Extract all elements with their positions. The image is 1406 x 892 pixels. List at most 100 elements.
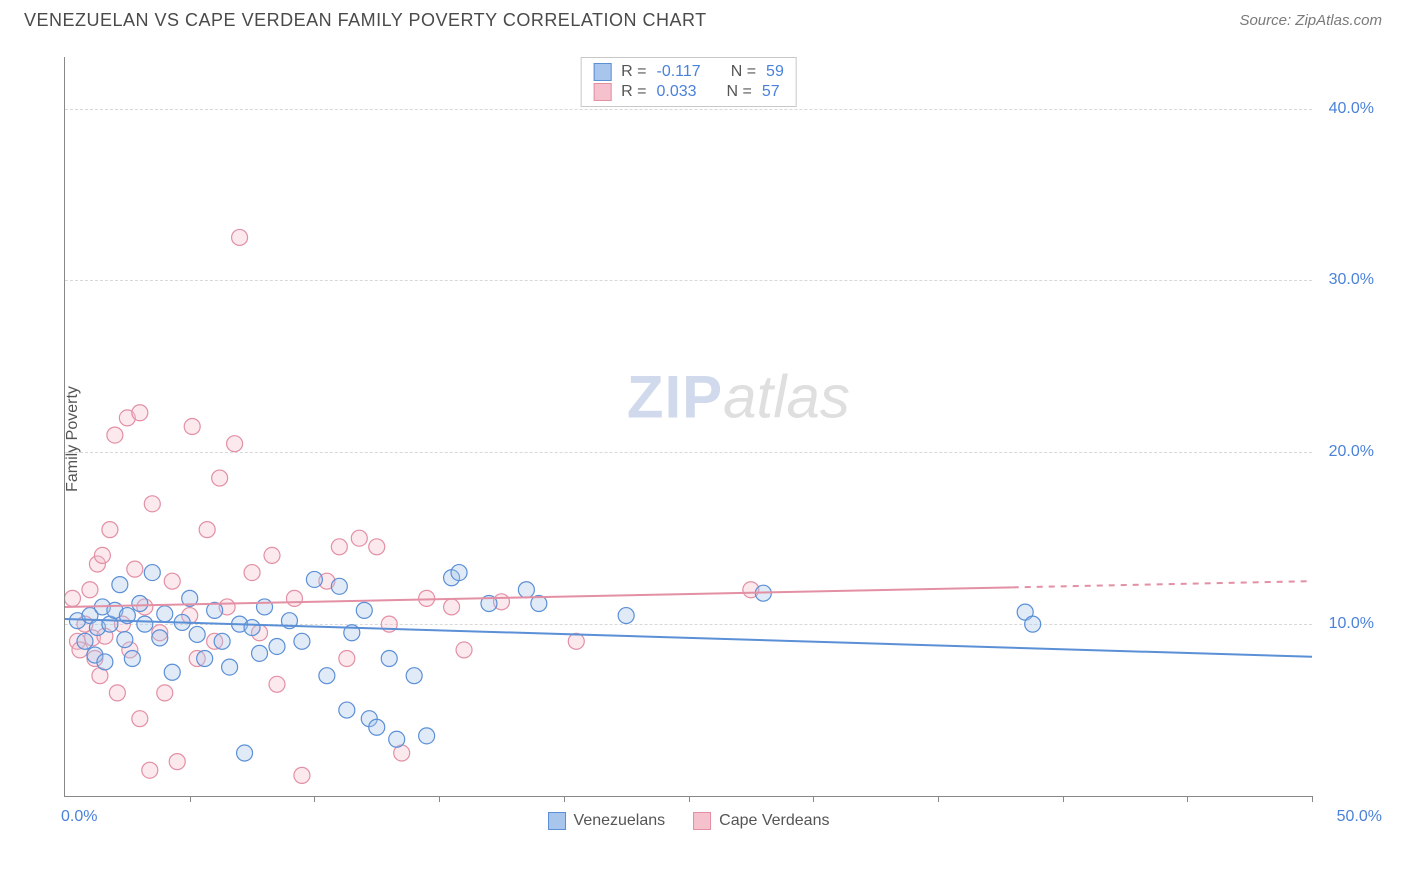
data-point <box>137 616 153 632</box>
data-point <box>252 645 268 661</box>
data-point <box>107 427 123 443</box>
scatter-svg <box>65 57 1312 796</box>
data-point <box>451 565 467 581</box>
data-point <box>184 419 200 435</box>
data-point <box>132 711 148 727</box>
label-n: N = <box>731 63 756 81</box>
data-point <box>618 608 634 624</box>
data-point <box>456 642 472 658</box>
label-r: R = <box>621 83 646 101</box>
data-point <box>77 633 93 649</box>
legend-item-capeverdeans: Cape Verdeans <box>693 812 829 830</box>
data-point <box>222 659 238 675</box>
data-point <box>197 651 213 667</box>
data-point <box>97 654 113 670</box>
data-point <box>244 620 260 636</box>
x-tick <box>190 796 191 802</box>
chart-container: Family Poverty ZIPatlas 10.0%20.0%30.0%4… <box>64 39 1382 839</box>
data-point <box>132 405 148 421</box>
data-point <box>419 590 435 606</box>
data-point <box>117 632 133 648</box>
data-point <box>257 599 273 615</box>
data-point <box>199 522 215 538</box>
data-point <box>94 547 110 563</box>
data-point <box>356 602 372 618</box>
x-axis-min-label: 0.0% <box>61 808 97 826</box>
data-point <box>82 582 98 598</box>
x-tick <box>314 796 315 802</box>
data-point <box>306 571 322 587</box>
x-axis-max-label: 50.0% <box>1337 808 1382 826</box>
data-point <box>369 719 385 735</box>
data-point <box>381 651 397 667</box>
legend-label-venezuelans: Venezuelans <box>574 812 666 830</box>
stats-row-venezuelans: R = -0.117 N = 59 <box>593 62 784 82</box>
data-point <box>109 685 125 701</box>
data-point <box>269 676 285 692</box>
legend-swatch-venezuelans <box>548 812 566 830</box>
data-point <box>518 582 534 598</box>
data-point <box>419 728 435 744</box>
data-point <box>164 573 180 589</box>
data-point <box>189 626 205 642</box>
stats-box: R = -0.117 N = 59 R = 0.033 N = 57 <box>580 57 797 107</box>
x-tick <box>439 796 440 802</box>
header: VENEZUELAN VS CAPE VERDEAN FAMILY POVERT… <box>0 0 1406 39</box>
x-tick <box>564 796 565 802</box>
label-n: N = <box>727 83 752 101</box>
data-point <box>369 539 385 555</box>
x-tick <box>813 796 814 802</box>
data-point <box>212 470 228 486</box>
y-tick-label: 10.0% <box>1329 615 1374 633</box>
x-tick <box>1312 796 1313 802</box>
data-point <box>244 565 260 581</box>
data-point <box>406 668 422 684</box>
data-point <box>339 651 355 667</box>
x-tick <box>1187 796 1188 802</box>
data-point <box>444 599 460 615</box>
data-point <box>144 565 160 581</box>
data-point <box>164 664 180 680</box>
y-tick-label: 30.0% <box>1329 271 1374 289</box>
plot-area: ZIPatlas 10.0%20.0%30.0%40.0% 0.0% 50.0%… <box>64 57 1312 797</box>
legend: Venezuelans Cape Verdeans <box>548 812 830 830</box>
data-point <box>112 577 128 593</box>
data-point <box>214 633 230 649</box>
r-value-capeverdeans: 0.033 <box>657 83 697 101</box>
r-value-venezuelans: -0.117 <box>657 63 701 81</box>
data-point <box>339 702 355 718</box>
data-point <box>157 685 173 701</box>
data-point <box>264 547 280 563</box>
source-label: Source: ZipAtlas.com <box>1239 12 1382 29</box>
data-point <box>102 522 118 538</box>
swatch-capeverdeans <box>593 83 611 101</box>
data-point <box>1025 616 1041 632</box>
data-point <box>127 561 143 577</box>
x-tick <box>689 796 690 802</box>
data-point <box>142 762 158 778</box>
data-point <box>144 496 160 512</box>
chart-title: VENEZUELAN VS CAPE VERDEAN FAMILY POVERT… <box>24 10 707 31</box>
data-point <box>157 606 173 622</box>
label-r: R = <box>621 63 646 81</box>
x-tick <box>1063 796 1064 802</box>
data-point <box>269 638 285 654</box>
data-point <box>169 754 185 770</box>
legend-item-venezuelans: Venezuelans <box>548 812 666 830</box>
legend-swatch-capeverdeans <box>693 812 711 830</box>
data-point <box>227 436 243 452</box>
data-point <box>351 530 367 546</box>
data-point <box>331 578 347 594</box>
data-point <box>568 633 584 649</box>
data-point <box>132 596 148 612</box>
y-tick-label: 20.0% <box>1329 443 1374 461</box>
y-tick-label: 40.0% <box>1329 100 1374 118</box>
stats-row-capeverdeans: R = 0.033 N = 57 <box>593 82 784 102</box>
data-point <box>319 668 335 684</box>
data-point <box>237 745 253 761</box>
data-point <box>286 590 302 606</box>
n-value-venezuelans: 59 <box>766 63 784 81</box>
data-point <box>389 731 405 747</box>
x-tick <box>938 796 939 802</box>
data-point <box>294 767 310 783</box>
